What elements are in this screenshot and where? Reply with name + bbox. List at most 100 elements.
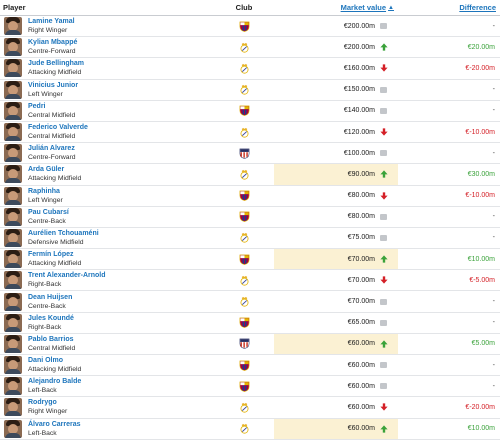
market-value[interactable]: €160.00m — [343, 64, 375, 72]
player-name-link[interactable]: Raphinha — [28, 187, 60, 195]
player-avatar[interactable] — [4, 80, 22, 99]
player-avatar[interactable] — [4, 207, 22, 226]
player-name-link[interactable]: Trent Alexander-Arnold — [28, 272, 106, 280]
market-value[interactable]: €60.00m — [347, 425, 375, 433]
player-name-link[interactable]: Pablo Barrios — [28, 335, 74, 343]
market-value[interactable]: €70.00m — [347, 276, 375, 284]
player-name-link[interactable]: Dean Huijsen — [28, 293, 73, 301]
market-value-sort-link[interactable]: Market value — [340, 3, 387, 12]
player-avatar[interactable] — [4, 271, 22, 290]
market-value[interactable]: €70.00m — [347, 255, 375, 263]
arrow-down-icon — [379, 276, 388, 285]
player-name-link[interactable]: Pedri — [28, 102, 46, 110]
market-value[interactable]: €80.00m — [347, 213, 375, 221]
column-header-market-value[interactable]: Market value ▲ — [274, 0, 398, 16]
player-name-link[interactable]: Pau Cubarsí — [28, 208, 69, 216]
sort-ascending-icon[interactable]: ▲ — [388, 4, 394, 11]
difference-cell: - — [492, 213, 495, 221]
market-value[interactable]: €60.00m — [347, 340, 375, 348]
real-madrid-crest-icon[interactable] — [239, 402, 250, 413]
player-avatar[interactable] — [4, 250, 22, 269]
player-cell: Dean Huijsen Centre-Back — [0, 291, 214, 311]
unchanged-icon — [379, 85, 388, 94]
market-value[interactable]: €70.00m — [347, 298, 375, 306]
player-name-link[interactable]: Alejandro Balde — [28, 378, 82, 386]
player-avatar[interactable] — [4, 292, 22, 311]
real-madrid-crest-icon[interactable] — [239, 84, 250, 95]
player-name-link[interactable]: Federico Valverde — [28, 124, 88, 132]
player-avatar[interactable] — [4, 398, 22, 417]
atletico-madrid-crest-icon[interactable] — [239, 148, 250, 159]
market-value[interactable]: €60.00m — [347, 403, 375, 411]
player-name-link[interactable]: Álvaro Carreras — [28, 420, 81, 428]
real-madrid-crest-icon[interactable] — [239, 232, 250, 244]
player-avatar[interactable] — [4, 334, 22, 353]
player-avatar[interactable] — [4, 419, 22, 438]
player-position: Attacking Midfield — [28, 366, 82, 374]
market-value-cell: €60.00m — [274, 333, 398, 354]
player-avatar[interactable] — [4, 101, 22, 120]
table-row: Jude Bellingham Attacking Midfield €160.00… — [0, 58, 500, 80]
player-avatar[interactable] — [4, 356, 22, 375]
market-value[interactable]: €200.00m — [343, 22, 375, 30]
real-madrid-crest-icon[interactable] — [239, 127, 250, 138]
arrow-down-icon — [379, 403, 388, 412]
player-avatar[interactable] — [4, 377, 22, 396]
barcelona-crest-icon[interactable] — [239, 254, 250, 265]
real-madrid-crest-icon[interactable] — [239, 42, 250, 53]
player-name-link[interactable]: Kylian Mbappé — [28, 39, 78, 47]
player-avatar[interactable] — [4, 228, 22, 247]
player-avatar[interactable] — [4, 59, 22, 78]
market-value[interactable]: €150.00m — [343, 86, 375, 94]
real-madrid-crest-icon[interactable] — [239, 275, 250, 286]
market-value[interactable]: €75.00m — [347, 234, 375, 242]
player-name-link[interactable]: Fermín López — [28, 251, 74, 259]
barcelona-crest-icon[interactable] — [239, 317, 250, 329]
real-madrid-crest-icon[interactable] — [239, 169, 250, 180]
player-avatar[interactable] — [4, 123, 22, 142]
player-name-link[interactable]: Rodrygo — [28, 399, 57, 407]
unchanged-icon — [379, 233, 388, 242]
market-value-cell: €70.00m — [274, 270, 398, 290]
market-value[interactable]: €60.00m — [347, 361, 375, 369]
player-avatar[interactable] — [4, 186, 22, 205]
player-name-link[interactable]: Arda Güler — [28, 166, 65, 174]
player-avatar[interactable] — [4, 38, 22, 57]
player-name-link[interactable]: Julián Alvarez — [28, 145, 75, 153]
player-name-link[interactable]: Vinicius Junior — [28, 81, 79, 89]
real-madrid-crest-icon[interactable] — [239, 63, 250, 74]
market-value[interactable]: €200.00m — [343, 43, 375, 51]
barcelona-crest-icon[interactable] — [239, 360, 250, 371]
player-name-link[interactable]: Jude Bellingham — [28, 60, 85, 68]
player-avatar[interactable] — [4, 313, 22, 332]
player-avatar[interactable] — [4, 165, 22, 184]
table-row: Aurélien Tchouaméni Defensive Midfield €75… — [0, 227, 500, 250]
real-madrid-crest-icon[interactable] — [239, 296, 250, 307]
barcelona-crest-icon[interactable] — [239, 381, 250, 392]
unchanged-icon — [379, 297, 388, 306]
barcelona-crest-icon[interactable] — [239, 21, 250, 32]
market-value[interactable]: €100.00m — [343, 149, 375, 157]
column-header-difference[interactable]: Difference — [459, 3, 496, 12]
market-value[interactable]: €60.00m — [347, 382, 375, 390]
real-madrid-crest-icon[interactable] — [239, 423, 250, 434]
market-value[interactable]: €140.00m — [343, 107, 375, 115]
player-position: Central Midfield — [28, 111, 76, 119]
atletico-madrid-crest-icon[interactable] — [239, 338, 250, 350]
player-avatar[interactable] — [4, 144, 22, 163]
barcelona-crest-icon[interactable] — [239, 211, 250, 223]
player-name-link[interactable]: Jules Koundé — [28, 314, 74, 322]
barcelona-crest-icon[interactable] — [239, 105, 250, 117]
table-row: Fermín López Attacking Midfield €70.00m €10… — [0, 249, 500, 271]
barcelona-crest-icon[interactable] — [239, 190, 250, 201]
club-cell — [214, 16, 274, 36]
market-value[interactable]: €65.00m — [347, 319, 375, 327]
market-value-cell: €60.00m — [274, 418, 398, 439]
player-name-link[interactable]: Lamine Yamal — [28, 18, 75, 26]
market-value[interactable]: €120.00m — [343, 128, 375, 136]
player-name-link[interactable]: Dani Olmo — [28, 357, 64, 365]
player-name-link[interactable]: Aurélien Tchouaméni — [28, 229, 99, 237]
market-value[interactable]: €90.00m — [347, 170, 375, 178]
market-value[interactable]: €80.00m — [347, 192, 375, 200]
player-avatar[interactable] — [4, 17, 22, 36]
